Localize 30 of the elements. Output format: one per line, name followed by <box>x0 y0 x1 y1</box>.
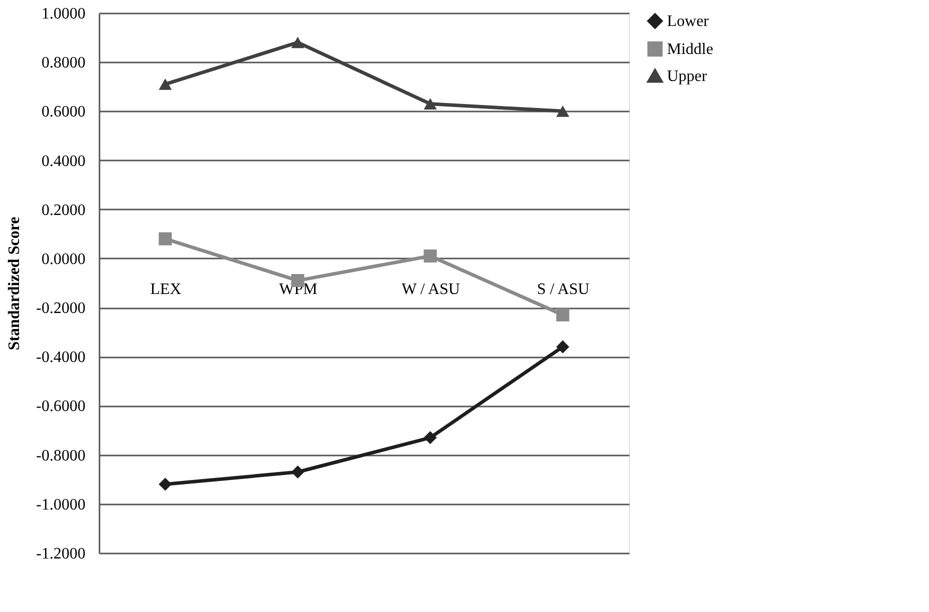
point <box>556 106 570 117</box>
y-tick-label: -0.8000 <box>36 447 86 464</box>
y-tick-label: -1.2000 <box>36 546 86 562</box>
y-tick-label: -1.0000 <box>36 496 86 514</box>
y-axis-title: Standardized Score <box>6 216 24 350</box>
y-tick-label: 0.6000 <box>42 104 86 121</box>
x-tick-label: S / ASU <box>537 280 590 298</box>
y-tick-label: -0.6000 <box>36 398 86 416</box>
point <box>424 249 437 263</box>
x-tick-label: LEX <box>150 280 182 298</box>
y-tick-label: 0.4000 <box>42 152 86 170</box>
y-tick-label: 1.0000 <box>42 6 86 22</box>
y-tick-label: -0.4000 <box>36 349 86 366</box>
point <box>424 431 437 444</box>
point <box>158 478 172 491</box>
point <box>291 36 304 48</box>
point <box>556 308 570 322</box>
x-tick-label: W / ASU <box>402 280 460 298</box>
y-tick-label: 0.8000 <box>42 54 86 72</box>
point <box>424 98 437 110</box>
point <box>158 232 172 246</box>
point <box>556 340 570 354</box>
point <box>291 465 304 479</box>
y-tick-label: 0.2000 <box>42 202 86 219</box>
legend-label: Lower <box>667 13 710 30</box>
y-tick-label: 0.0000 <box>42 250 86 268</box>
legend-label: Middle <box>667 41 714 58</box>
point <box>158 78 172 90</box>
legend-label: Upper <box>667 68 708 85</box>
y-tick-label: -0.2000 <box>36 300 86 318</box>
